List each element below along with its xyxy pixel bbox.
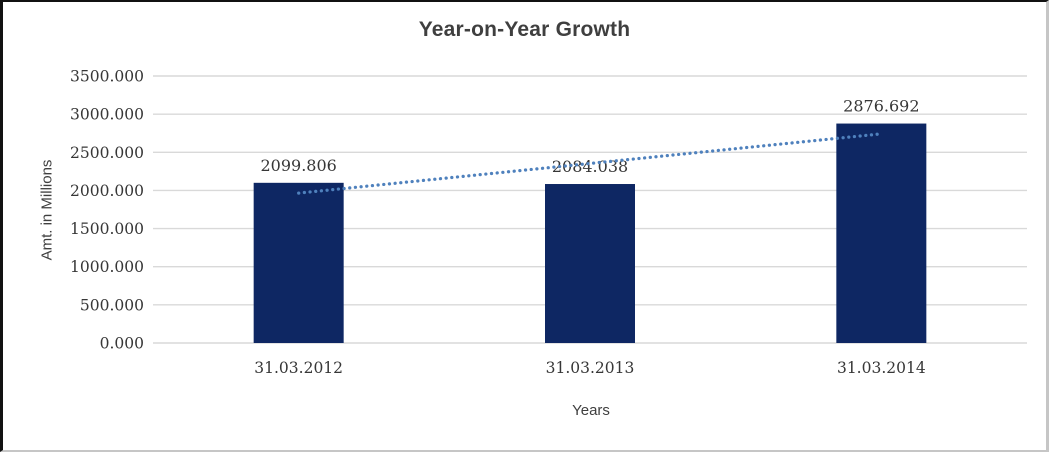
x-tick-label: 31.03.2013: [546, 359, 635, 377]
y-tick-label: 2000.000: [70, 182, 144, 200]
x-tick-label: 31.03.2012: [254, 359, 343, 377]
y-tick-label: 2500.000: [70, 144, 144, 162]
bar: [836, 123, 927, 343]
chart-title: Year-on-Year Growth: [418, 18, 631, 41]
bar-data-label: 2876.692: [843, 97, 919, 116]
x-axis-title: Years: [572, 402, 610, 419]
y-tick-label: 0.000: [100, 335, 144, 353]
y-tick-label: 500.000: [80, 296, 144, 314]
y-tick-label: 3500.000: [70, 68, 144, 86]
trendline: [297, 132, 883, 195]
x-tick-label: 31.03.2014: [837, 359, 926, 377]
plot-area: 0.000 500.000 1000.000 1500.000 2000.000 2500…: [70, 68, 1027, 377]
bar-data-label: 2099.806: [260, 156, 336, 175]
bar: [545, 184, 635, 343]
y-tick-label: 1000.000: [70, 258, 144, 276]
bar: [253, 182, 344, 343]
y-tick-label: 3000.000: [70, 106, 144, 124]
y-tick-label: 1500.000: [70, 220, 144, 238]
